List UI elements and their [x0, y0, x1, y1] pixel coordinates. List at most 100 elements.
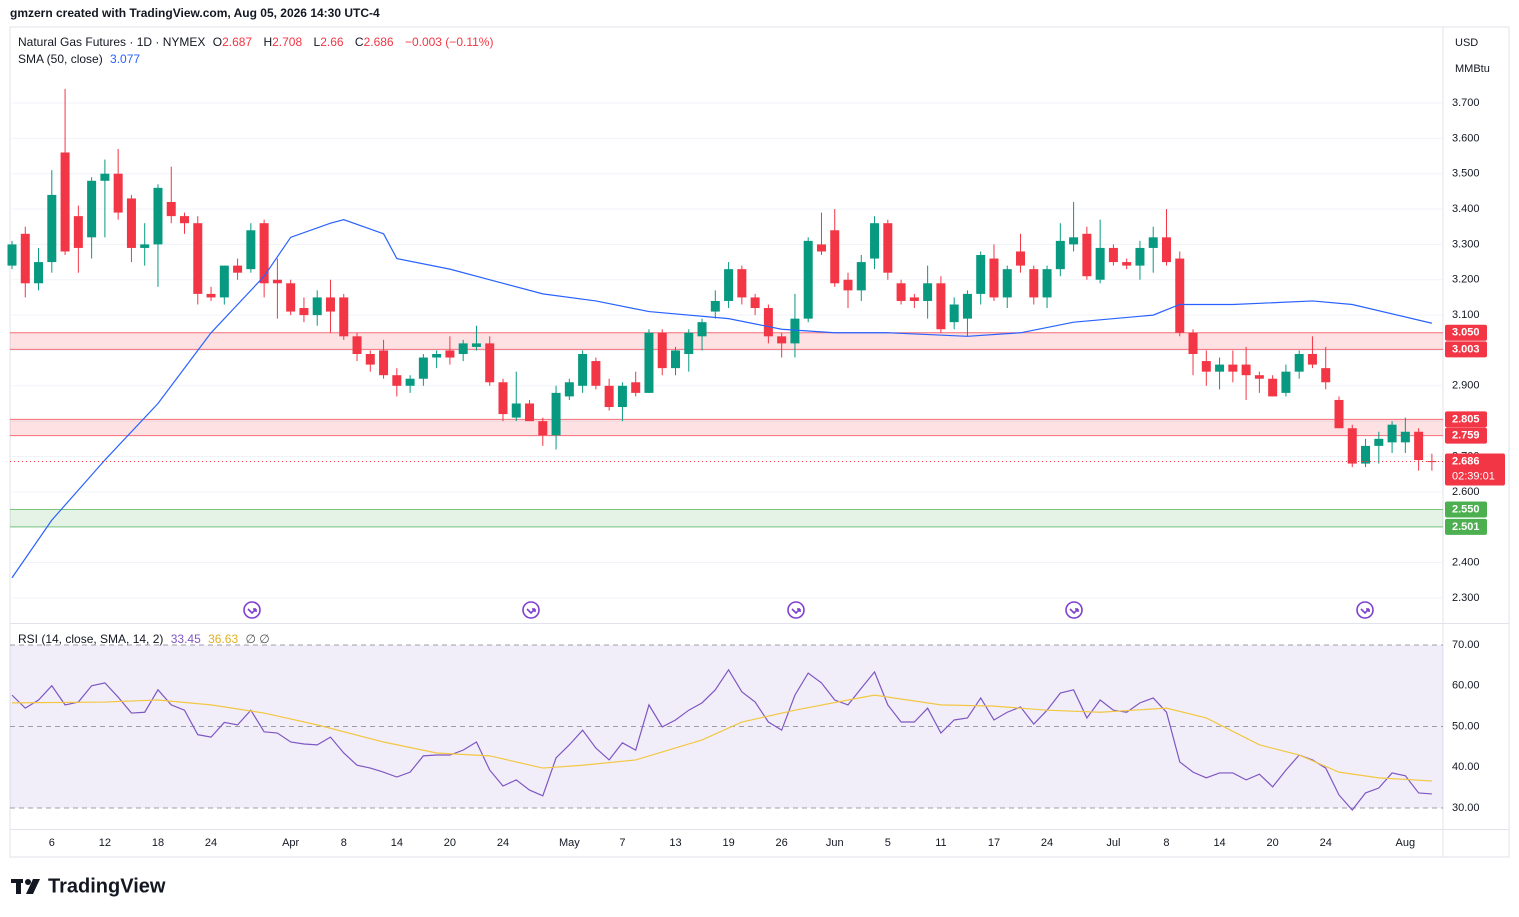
candle-body: [657, 332, 667, 369]
legend-open: O2.687: [213, 35, 256, 49]
candle-body: [1334, 399, 1344, 429]
candle-body: [591, 361, 601, 386]
zone: [10, 332, 1443, 350]
candle-body: [816, 244, 826, 252]
y-tick-label: 40.00: [1452, 761, 1480, 773]
axis: 6 12 18 24 Apr 8 14 20 24 May 7 13 19 26 Jun 5 11 17 24 Jul…: [49, 97, 1505, 849]
candle-body: [87, 180, 97, 238]
zone: [10, 419, 1443, 436]
candle-body: [405, 378, 415, 386]
candle-body: [1201, 361, 1211, 372]
x-tick-label: 20: [1267, 837, 1279, 849]
rsi-value: 33.45: [170, 632, 201, 646]
candle-body: [259, 223, 269, 284]
candle-body: [193, 223, 203, 294]
line-series: [11, 668, 1432, 811]
zone: [10, 509, 1443, 527]
x-tick-label: 13: [669, 837, 681, 849]
value: 2.686: [363, 35, 394, 49]
candle-body: [498, 382, 508, 415]
y-tick-label: 2.400: [1452, 556, 1480, 568]
candle-body: [1427, 461, 1437, 463]
candle-body: [1002, 269, 1012, 298]
event-icon[interactable]: [1065, 601, 1083, 619]
candle-body: [418, 357, 428, 379]
candle-body: [325, 297, 335, 312]
candle-body: [140, 244, 150, 248]
currency: USD: [1455, 37, 1478, 49]
candle-body: [1347, 428, 1357, 464]
y-tick-label: 3.400: [1452, 203, 1480, 215]
zone-price-label: 2.759: [1452, 430, 1480, 442]
candle-body: [233, 265, 243, 273]
candle-body: [1175, 258, 1185, 333]
x-tick-label: 24: [497, 837, 509, 849]
marks: [7, 88, 1443, 811]
rsi-legend: RSI (14, close, SMA, 14, 2) 33.45 36.63 …: [18, 632, 274, 646]
candle-body: [379, 350, 389, 376]
x-tick-label: Jul: [1106, 837, 1120, 849]
candle-body: [352, 336, 362, 354]
x-tick-label: 11: [935, 837, 946, 849]
candle-body: [1215, 364, 1225, 372]
event-icon[interactable]: [787, 601, 805, 619]
event-icon[interactable]: [243, 601, 261, 619]
logo-mark: [11, 879, 40, 894]
y-tick-label: 3.700: [1452, 97, 1480, 109]
candle-body: [339, 297, 349, 337]
candle-body: [113, 173, 123, 213]
main-legend: Natural Gas Futures · 1D · NYMEX O2.687 …: [18, 35, 497, 49]
candle-body: [1414, 431, 1424, 461]
candle-body: [246, 230, 256, 270]
candle-body: [432, 353, 442, 358]
candle-body: [525, 403, 535, 422]
candle-body: [1108, 247, 1118, 263]
event-icon[interactable]: [1356, 601, 1374, 619]
candle-body: [1122, 262, 1132, 266]
candle-body: [1161, 237, 1171, 263]
candle-body: [272, 279, 282, 284]
candle-body: [604, 385, 614, 408]
candle-body: [671, 350, 680, 369]
x-tick-label: 5: [885, 837, 891, 849]
y-tick-label: 3.200: [1452, 274, 1480, 286]
candle-body: [219, 265, 229, 298]
x-tick-label: 17: [988, 837, 1000, 849]
zone-price-label: 3.050: [1452, 327, 1480, 339]
candle-body: [763, 308, 773, 337]
candle-body: [180, 216, 190, 224]
candle-body: [1042, 269, 1052, 298]
candle-body: [1135, 247, 1145, 266]
y-tick-label: 3.600: [1452, 132, 1480, 144]
candle-body: [1374, 438, 1384, 446]
x-tick-label: 20: [444, 837, 456, 849]
candle-body: [126, 198, 136, 248]
candle-body: [564, 382, 574, 397]
candle-body: [1307, 353, 1317, 365]
candle-body: [578, 353, 588, 386]
event-icons: [243, 601, 1374, 619]
x-tick-label: Apr: [282, 837, 299, 849]
event-icon[interactable]: [522, 601, 540, 619]
candle-body: [485, 343, 495, 383]
candle-body: [1069, 237, 1079, 245]
candle-body: [976, 255, 986, 294]
candle-body: [458, 343, 468, 354]
sma-name: SMA (50, close): [18, 52, 103, 66]
candle-body: [631, 382, 641, 393]
candle-body: [644, 332, 654, 393]
candle-body: [896, 283, 906, 301]
candle-body: [1055, 240, 1065, 270]
attribution: gmzern created with TradingView.com, Aug…: [10, 6, 380, 20]
candle-body: [856, 262, 866, 291]
y-tick-label: 3.100: [1452, 309, 1480, 321]
legend-title: Natural Gas Futures · 1D · NYMEX: [18, 35, 206, 49]
last-price-label: 2.686: [1452, 455, 1480, 467]
candle-body: [511, 403, 521, 418]
x-tick-label: 24: [205, 837, 217, 849]
countdown: 02:39:01: [1452, 470, 1495, 482]
letter: O: [212, 35, 223, 49]
letter: H: [263, 35, 273, 49]
candle-body: [365, 353, 375, 365]
